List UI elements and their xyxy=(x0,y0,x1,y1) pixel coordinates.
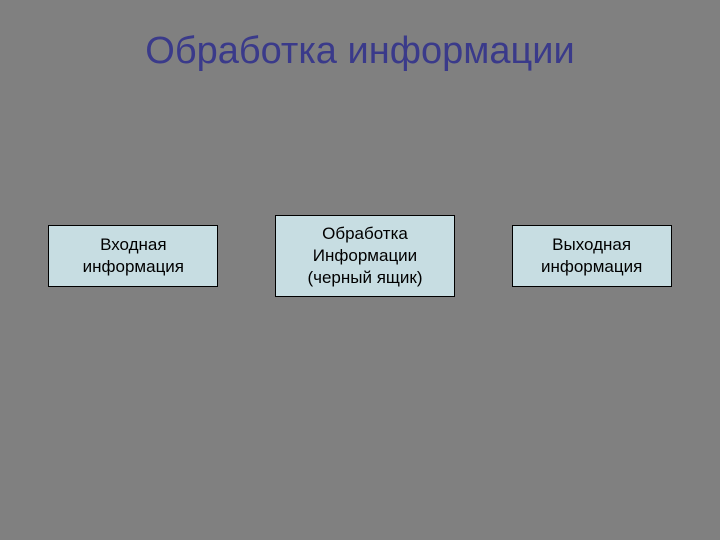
node-input: Входная информация xyxy=(48,225,218,287)
node-output: Выходная информация xyxy=(512,225,672,287)
node-output-line2: информация xyxy=(541,256,642,278)
node-process-line2: Информации xyxy=(313,245,417,267)
node-process-line1: Обработка xyxy=(322,223,408,245)
diagram-boxes: Входная информация Обработка Информации … xyxy=(0,215,720,297)
node-input-line2: информация xyxy=(83,256,184,278)
node-process: Обработка Информации (черный ящик) xyxy=(275,215,455,297)
diagram-title: Обработка информации xyxy=(0,30,720,73)
node-input-line1: Входная xyxy=(100,234,167,256)
node-process-line3: (черный ящик) xyxy=(307,267,422,289)
node-output-line1: Выходная xyxy=(552,234,631,256)
